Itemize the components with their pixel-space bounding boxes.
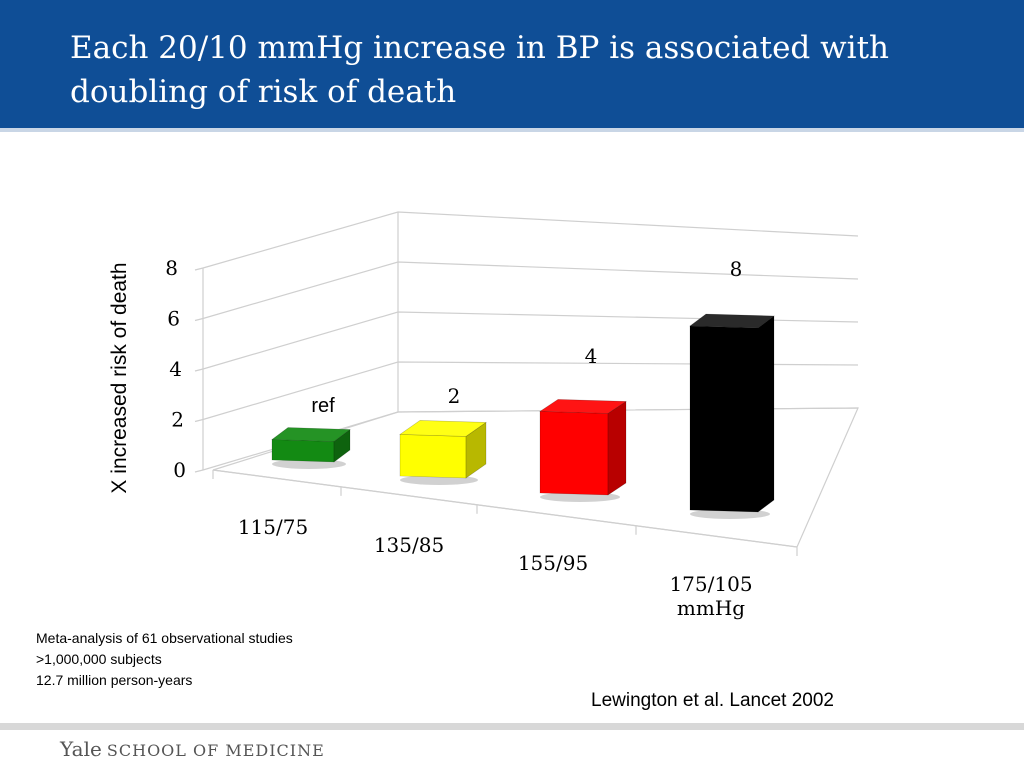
study-notes: Meta-analysis of 61 observational studie… (36, 628, 293, 691)
x-tick-label: 135/85 (374, 533, 444, 557)
gridline (202, 211, 859, 269)
title-banner-underline (0, 128, 1024, 132)
bar-front (399, 434, 467, 479)
risk-bar-chart: 0 2 4 6 8 ref 2 4 8 115/75 135/85 155/95 175/105 mm… (108, 211, 859, 620)
logo-sub: SCHOOL OF MEDICINE (106, 741, 325, 760)
y-tick-labels: 0 2 4 6 8 (165, 256, 186, 482)
y-tick-mark (194, 418, 204, 423)
y-tick-label: 2 (171, 408, 184, 432)
slide-title: Each 20/10 mmHg increase in BP is associ… (70, 30, 890, 110)
bar-front (271, 439, 335, 463)
footer-bar (0, 723, 1024, 730)
y-tick-mark (194, 469, 204, 473)
data-labels: ref 2 4 8 (311, 257, 742, 417)
gridline (202, 261, 859, 320)
bar-front (689, 325, 759, 513)
data-label: 4 (585, 344, 598, 368)
logo-main: Yale (60, 737, 102, 761)
x-axis-line (212, 469, 798, 548)
y-tick-label: 6 (167, 307, 180, 331)
x-tick-label: 155/95 (518, 551, 588, 575)
y-tick-label: 0 (173, 458, 186, 482)
bar-front (539, 411, 609, 496)
note-line: >1,000,000 subjects (36, 651, 162, 667)
data-label: 8 (730, 257, 743, 281)
x-tick-label: 175/105 mmHg (669, 572, 752, 620)
y-tick-mark (194, 368, 204, 372)
x-tick-label: 115/75 (238, 515, 308, 539)
citation: Lewington et al. Lancet 2002 (591, 690, 834, 711)
chart-bars (271, 313, 775, 519)
bar-top (399, 420, 487, 437)
y-tick-mark (194, 267, 204, 271)
data-label: 2 (448, 384, 461, 408)
data-label: ref (311, 395, 335, 417)
note-line: 12.7 million person-years (36, 672, 193, 688)
y-tick-label: 4 (169, 357, 182, 381)
bar-top (689, 313, 775, 329)
bar-side (757, 315, 775, 513)
y-tick-label: 8 (165, 256, 178, 280)
y-tick-mark (194, 317, 204, 322)
note-line: Meta-analysis of 61 observational studie… (36, 630, 293, 646)
bar-top (271, 427, 351, 442)
title-banner (0, 0, 1024, 128)
y-axis-title: X increased risk of death (108, 262, 131, 493)
x-tick-labels: 115/75 135/85 155/95 175/105 mmHg (238, 515, 753, 620)
yale-school-of-medicine-logo: Yale SCHOOL OF MEDICINE (60, 737, 325, 761)
bar-top (539, 399, 627, 414)
bar-side (607, 400, 627, 496)
